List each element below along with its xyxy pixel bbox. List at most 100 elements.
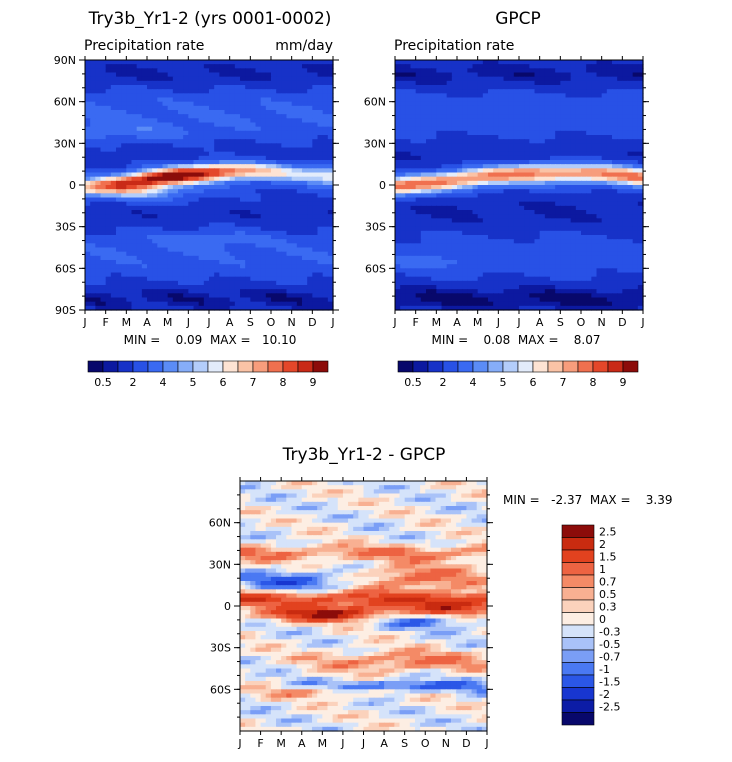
heatmap-cell [111,243,117,248]
heatmap-cell [101,118,107,123]
heatmap-cell [209,110,215,115]
heatmap-cell [142,98,148,103]
heatmap-cell [483,227,489,232]
heatmap-cell [287,298,293,303]
heatmap-cell [633,131,639,136]
heatmap-cell [168,285,174,290]
heatmap-cell [178,160,184,165]
heatmap-cell [90,202,96,207]
heatmap-cell [591,168,597,173]
heatmap-cell [132,177,138,182]
heatmap-cell [106,156,112,161]
heatmap-cell [209,273,215,278]
heatmap-cell [90,214,96,219]
heatmap-cell [545,218,551,223]
heatmap-cell [163,181,169,186]
heatmap-cell [586,206,592,211]
heatmap-cell [550,193,556,198]
heatmap-cell [581,68,587,73]
heatmap-cell [524,123,530,128]
heatmap-cell [287,264,293,269]
heatmap-cell [214,248,220,253]
heatmap-cell [230,268,236,273]
heatmap-cell [183,210,189,215]
heatmap-cell [152,152,158,157]
heatmap-cell [126,93,132,98]
heatmap-cell [566,89,572,94]
heatmap-cell [462,68,468,73]
heatmap-cell [478,148,484,153]
heatmap-cell [597,181,603,186]
heatmap-cell [121,68,127,73]
heatmap-cell [597,227,603,232]
heatmap-cell [132,85,138,90]
heatmap-cell [209,210,215,215]
heatmap-cell [493,110,499,115]
heatmap-cell [173,268,179,273]
heatmap-cell [126,293,132,298]
heatmap-cell [524,114,530,119]
heatmap-cell [302,135,308,140]
heatmap-cell [447,177,453,182]
heatmap-cell [452,60,458,65]
heatmap-cell [509,102,515,107]
heatmap-cell [540,85,546,90]
heatmap-cell [173,60,179,65]
heatmap-cell [591,156,597,161]
heatmap-cell [95,223,101,228]
heatmap-cell [121,60,127,65]
heatmap-cell [581,164,587,169]
heatmap-cell [214,227,220,232]
heatmap-cell [147,160,153,165]
heatmap-cell [101,193,107,198]
heatmap-cell [519,177,525,182]
heatmap-cell [101,164,107,169]
heatmap-cell [95,160,101,165]
heatmap-cell [245,302,251,307]
heatmap-cell [225,235,231,240]
heatmap-cell [628,110,634,115]
heatmap-cell [266,231,272,236]
heatmap-cell [405,189,411,194]
heatmap-cell [121,110,127,115]
heatmap-cell [126,210,132,215]
heatmap-cell [256,214,262,219]
heatmap-cell [235,127,241,132]
heatmap-cell [225,227,231,232]
heatmap-cell [209,85,215,90]
heatmap-cell [571,156,577,161]
heatmap-cell [250,143,256,148]
heatmap-cell [473,135,479,140]
heatmap-cell [152,235,158,240]
heatmap-cell [266,156,272,161]
heatmap-cell [163,248,169,253]
heatmap-cell [566,181,572,186]
heatmap-cell [168,252,174,257]
heatmap-cell [514,189,520,194]
heatmap-cell [416,181,422,186]
heatmap-cell [163,198,169,203]
heatmap-cell [261,110,267,115]
heatmap-cell [183,264,189,269]
heatmap-cell [597,98,603,103]
heatmap-cell [178,68,184,73]
heatmap-cell [302,164,308,169]
heatmap-cell [137,264,143,269]
heatmap-cell [245,77,251,82]
heatmap-cell [90,185,96,190]
heatmap-cell [85,285,91,290]
heatmap-cell [297,256,303,261]
heatmap-cell [261,93,267,98]
heatmap-cell [85,77,91,82]
heatmap-cell [411,210,417,215]
heatmap-cell [132,248,138,253]
heatmap-cell [235,298,241,303]
heatmap-cell [271,248,277,253]
heatmap-cell [576,218,582,223]
heatmap-cell [266,168,272,173]
heatmap-cell [529,73,535,78]
heatmap-cell [281,168,287,173]
heatmap-cell [147,231,153,236]
heatmap-cell [488,148,494,153]
heatmap-cell [426,206,432,211]
